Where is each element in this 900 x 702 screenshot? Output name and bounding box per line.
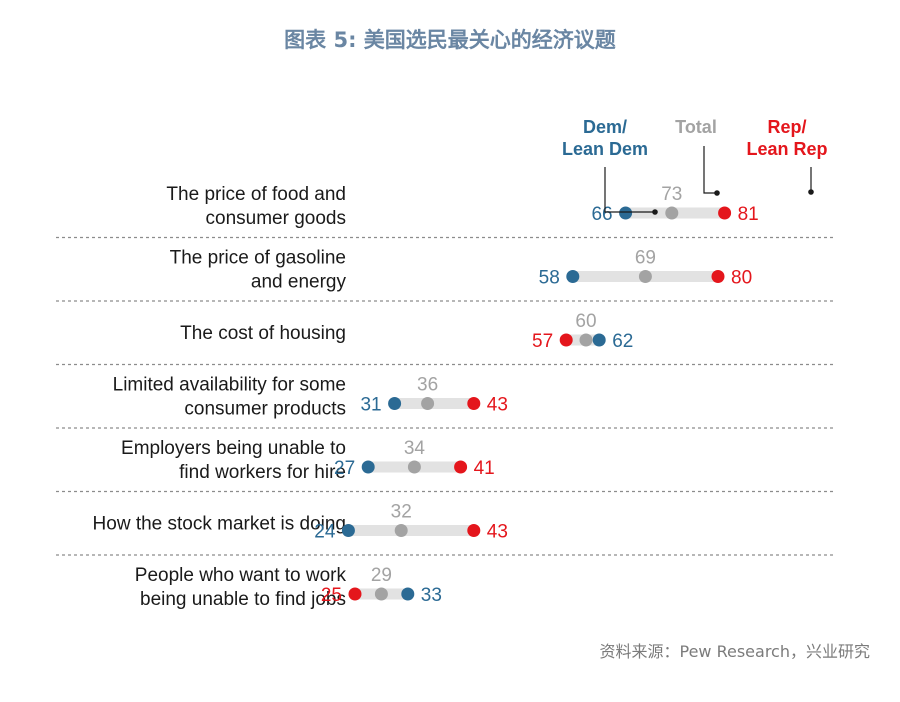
category-label: Employers being unable to — [121, 438, 346, 459]
legend-total-leader — [703, 146, 715, 194]
dem-dot — [566, 270, 580, 283]
rep-value-label: 41 — [474, 458, 495, 479]
rep-value-label: 81 — [738, 204, 759, 225]
dem-dot — [619, 206, 633, 220]
total-dot — [638, 270, 652, 283]
total-dot — [374, 587, 388, 601]
total-value-label: 60 — [575, 311, 596, 332]
dem-dot — [361, 460, 375, 474]
category-label: being unable to find jobs — [140, 589, 346, 610]
dem-value-label: 62 — [612, 331, 633, 352]
rep-dot — [467, 397, 481, 410]
total-value-label: 32 — [391, 502, 412, 523]
total-value-label: 29 — [371, 565, 392, 586]
legend-total-label: Total — [675, 117, 717, 137]
legend-dem-leader-dot — [652, 209, 658, 215]
dem-value-label: 66 — [591, 204, 612, 225]
dem-value-label: 33 — [421, 585, 442, 606]
source-note: 资料来源：Pew Research，兴业研究 — [599, 642, 871, 661]
dem-dot — [388, 397, 402, 410]
rep-value-label: 57 — [532, 331, 553, 352]
legend-dem-label: Lean Dem — [562, 139, 648, 159]
rep-value-label: 80 — [731, 268, 752, 289]
category-label: and energy — [251, 272, 347, 293]
rep-dot — [467, 524, 481, 537]
total-value-label: 34 — [404, 438, 426, 459]
dem-dot — [341, 524, 355, 537]
total-dot — [665, 206, 679, 220]
total-value-label: 69 — [635, 248, 656, 269]
legend-rep-label: Rep/ — [767, 117, 806, 137]
dem-value-label: 58 — [539, 268, 560, 289]
rep-value-label: 43 — [487, 395, 508, 416]
category-label: The price of food and — [166, 184, 346, 205]
rep-dot — [559, 333, 573, 347]
total-dot — [421, 397, 435, 410]
legend-total-leader-dot — [714, 190, 720, 196]
total-dot — [394, 524, 408, 537]
rep-dot — [718, 206, 732, 220]
legend-rep-leader-dot — [808, 189, 814, 195]
total-value-label: 36 — [417, 375, 438, 396]
category-label: find workers for hire — [179, 462, 346, 483]
legend-dem-label: Dem/ — [583, 117, 627, 137]
chart-title: 图表 5: 美国选民最关心的经济议题 — [284, 28, 616, 52]
rep-value-label: 43 — [487, 522, 508, 543]
legend-rep-label: Lean Rep — [746, 139, 827, 159]
category-label: People who want to work — [135, 565, 347, 586]
total-dot — [579, 333, 593, 347]
category-label: consumer goods — [206, 208, 346, 229]
category-label: How the stock market is doing — [93, 514, 346, 535]
category-label: The cost of housing — [180, 323, 346, 344]
total-dot — [407, 460, 421, 474]
dem-dot — [592, 333, 606, 347]
dem-value-label: 31 — [360, 395, 381, 416]
rep-dot — [454, 460, 468, 474]
total-value-label: 73 — [661, 184, 682, 205]
rep-value-label: 25 — [321, 585, 342, 606]
dem-dot — [401, 587, 415, 601]
dem-value-label: 27 — [334, 458, 355, 479]
category-label: Limited availability for some — [113, 375, 346, 396]
dem-value-label: 24 — [314, 522, 336, 543]
rep-dot — [711, 270, 725, 283]
rep-dot — [348, 587, 362, 601]
category-label: The price of gasoline — [170, 248, 346, 269]
category-label: consumer products — [184, 399, 346, 420]
legend-dem-leader — [604, 167, 653, 213]
